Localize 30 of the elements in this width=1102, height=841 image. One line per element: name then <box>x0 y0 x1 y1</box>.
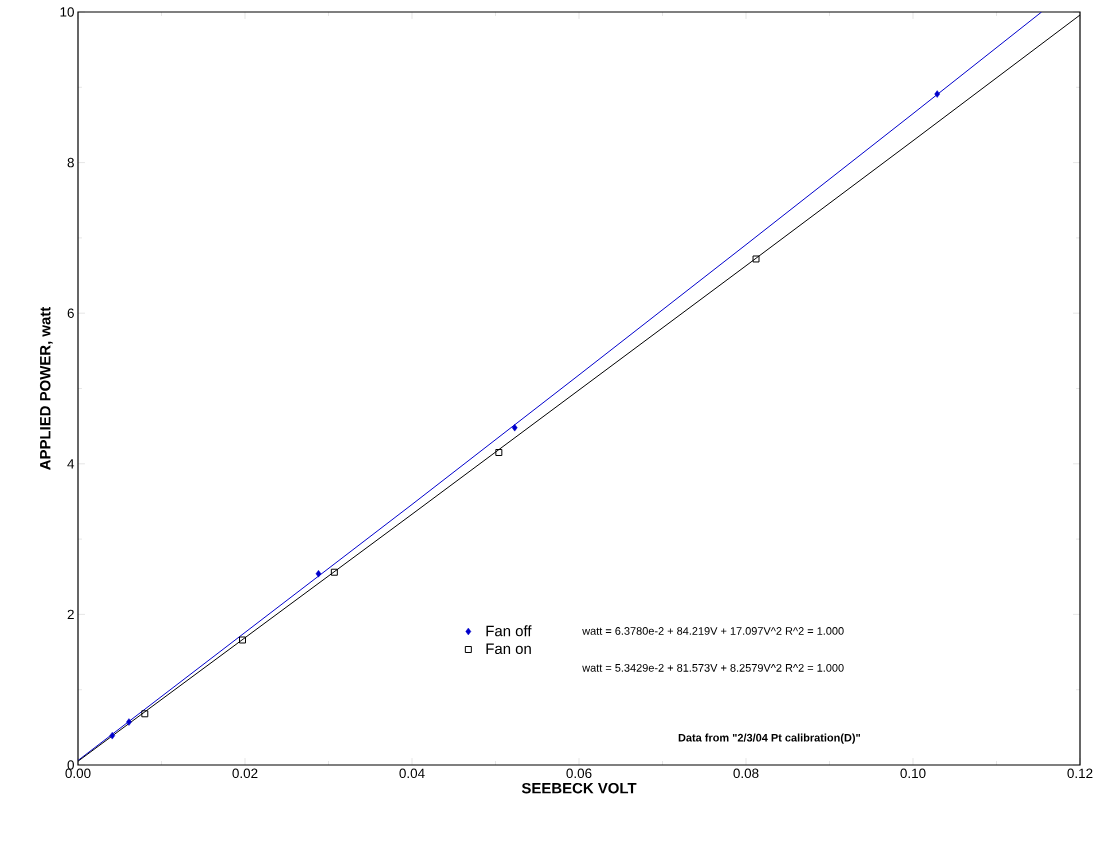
y-tick-label: 2 <box>67 609 74 620</box>
x-axis-title: SEEBECK VOLT <box>521 782 637 794</box>
x-tick-label: 0.02 <box>232 768 258 779</box>
x-tick-label: 0.00 <box>65 768 91 779</box>
x-tick-label: 0.08 <box>733 768 759 779</box>
x-tick-label: 0.12 <box>1067 768 1093 779</box>
point <box>109 731 116 740</box>
point <box>934 90 941 98</box>
legend-label: Fan off <box>486 625 532 637</box>
y-axis-title: APPLIED POWER, watt <box>39 306 53 470</box>
point <box>141 710 149 718</box>
annotation: watt = 6.3780e-2 + 84.219V + 17.097V^2 R^2 = 1.000 <box>582 627 844 635</box>
y-tick-label: 4 <box>67 459 75 469</box>
x-tick-label: 0.06 <box>566 768 592 779</box>
point <box>330 568 338 576</box>
y-tick-label: 6 <box>67 308 74 318</box>
point <box>315 570 322 578</box>
y-tick-label: 10 <box>60 7 74 17</box>
legend-label: Fan on <box>486 643 531 655</box>
point <box>239 636 246 644</box>
point <box>752 255 760 263</box>
point <box>511 423 518 432</box>
x-tick-label: 0.04 <box>399 768 425 779</box>
y-tick-label: 0 <box>67 760 74 770</box>
annotation: watt = 5.3429e-2 + 81.573V + 8.2579V^2 R^2 = 1.000 <box>582 663 844 672</box>
annotation: Data from "2/3/04 Pt calibration(D)" <box>678 733 861 744</box>
point <box>495 449 503 456</box>
y-tick-label: 8 <box>67 157 74 168</box>
x-tick-label: 0.10 <box>900 768 926 779</box>
point <box>126 718 132 726</box>
